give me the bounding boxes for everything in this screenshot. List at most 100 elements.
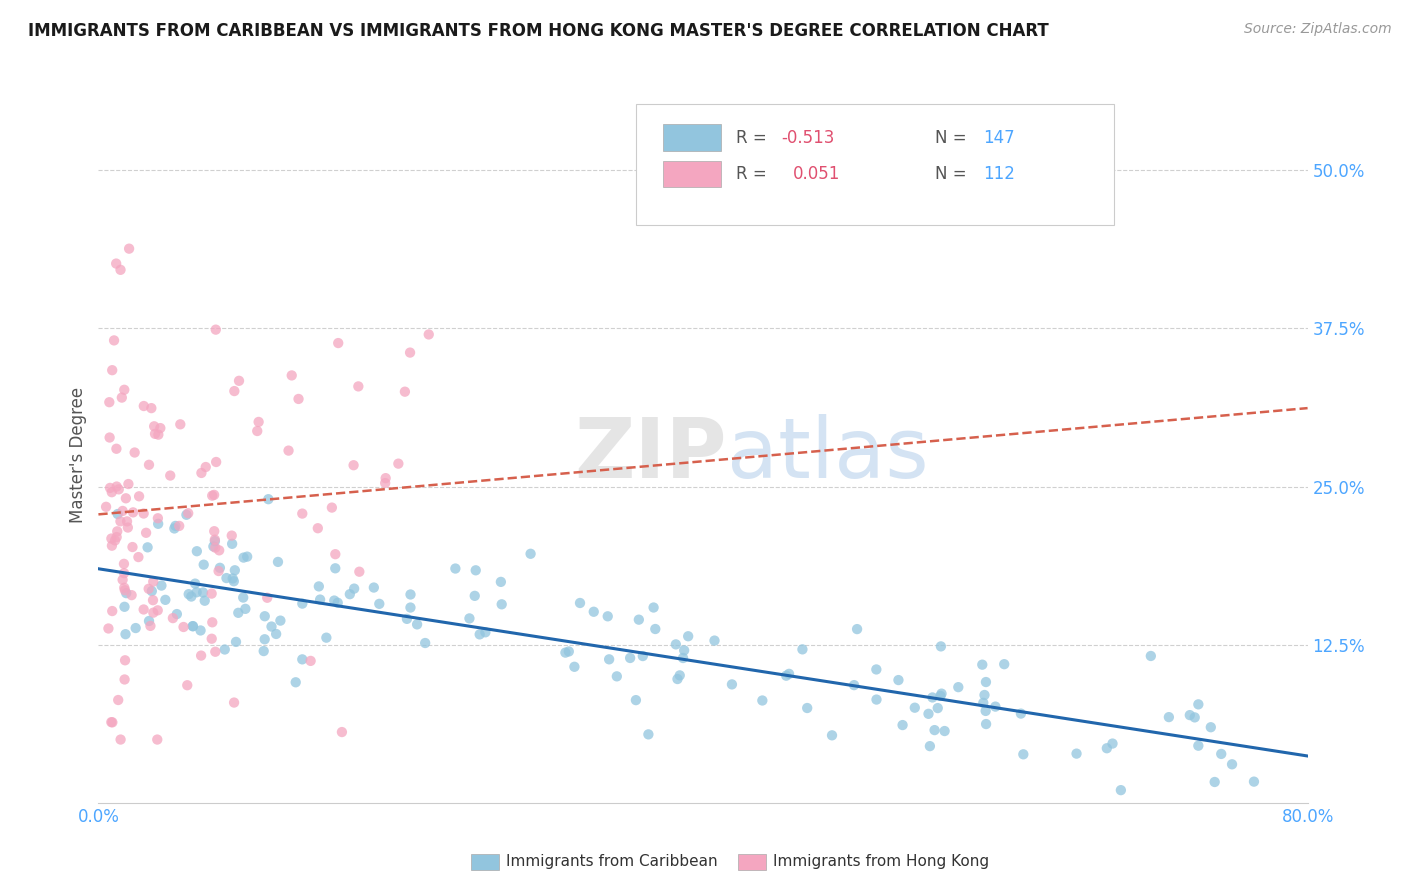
Point <box>342 458 364 473</box>
Point <box>208 561 231 575</box>
Point <box>974 717 997 731</box>
Point <box>112 566 135 581</box>
Point <box>193 558 215 572</box>
Point <box>323 593 346 607</box>
Point <box>124 445 146 459</box>
Point <box>235 602 257 616</box>
Point <box>226 606 249 620</box>
Point <box>111 573 134 587</box>
Point <box>146 511 169 525</box>
Point <box>1187 698 1209 712</box>
Point <box>1187 739 1209 753</box>
Point <box>105 479 128 493</box>
Point <box>387 457 409 471</box>
Point <box>132 507 155 521</box>
Point <box>143 419 166 434</box>
Point <box>751 693 773 707</box>
Point <box>159 468 181 483</box>
Point <box>291 652 314 666</box>
Point <box>569 596 592 610</box>
Point <box>256 591 278 605</box>
Point <box>215 571 238 585</box>
Point <box>181 619 204 633</box>
Point <box>221 572 243 586</box>
Point <box>627 613 650 627</box>
Point <box>132 602 155 616</box>
Point <box>124 621 146 635</box>
Point <box>142 593 165 607</box>
Point <box>132 399 155 413</box>
Point <box>673 643 696 657</box>
Point <box>205 455 228 469</box>
Point <box>115 586 138 600</box>
Point <box>624 693 647 707</box>
Point <box>101 539 124 553</box>
Point <box>228 374 250 388</box>
Point <box>114 673 136 687</box>
Point <box>139 619 162 633</box>
Point <box>180 590 202 604</box>
Point <box>948 680 970 694</box>
Point <box>308 579 330 593</box>
Point <box>374 476 396 491</box>
Point <box>247 415 270 429</box>
Point <box>865 663 887 677</box>
Point <box>374 471 396 485</box>
Point <box>596 609 619 624</box>
Point <box>112 383 135 397</box>
Point <box>186 544 208 558</box>
Point <box>1243 774 1265 789</box>
Point <box>232 591 254 605</box>
Point <box>974 704 997 718</box>
Point <box>917 706 939 721</box>
Point <box>101 485 124 500</box>
Point <box>554 646 576 660</box>
Point <box>146 516 169 531</box>
Point <box>163 521 186 535</box>
Point <box>489 574 512 589</box>
Point <box>111 391 134 405</box>
Point <box>672 651 695 665</box>
Text: atlas: atlas <box>727 415 929 495</box>
Text: ZIP: ZIP <box>575 415 727 495</box>
Point <box>993 657 1015 672</box>
Text: R =: R = <box>735 165 778 183</box>
Point <box>253 609 276 624</box>
Point <box>141 584 163 599</box>
Point <box>778 666 800 681</box>
Point <box>110 732 132 747</box>
Point <box>887 673 910 687</box>
Point <box>201 489 224 503</box>
Point <box>904 700 927 714</box>
Text: Immigrants from Hong Kong: Immigrants from Hong Kong <box>773 855 990 869</box>
Point <box>865 692 887 706</box>
Text: N =: N = <box>935 165 972 183</box>
Point <box>173 620 195 634</box>
Point <box>264 627 287 641</box>
Point <box>190 466 212 480</box>
Point <box>775 669 797 683</box>
Point <box>143 426 166 441</box>
Point <box>558 644 581 658</box>
Point <box>186 585 208 599</box>
Point <box>491 597 513 611</box>
Point <box>343 582 366 596</box>
Point <box>721 677 744 691</box>
Point <box>703 633 725 648</box>
Point <box>115 491 138 506</box>
Point <box>176 508 198 522</box>
Point <box>458 611 481 625</box>
Point <box>1010 706 1032 721</box>
Point <box>204 541 226 555</box>
Point <box>114 627 136 641</box>
Point <box>98 481 121 495</box>
Point <box>221 528 243 542</box>
Text: Source: ZipAtlas.com: Source: ZipAtlas.com <box>1244 22 1392 37</box>
Text: 0.051: 0.051 <box>793 165 839 183</box>
Point <box>204 533 226 547</box>
Point <box>929 689 952 703</box>
Point <box>598 652 620 666</box>
Point <box>927 701 949 715</box>
Point <box>394 384 416 399</box>
Point <box>110 263 132 277</box>
